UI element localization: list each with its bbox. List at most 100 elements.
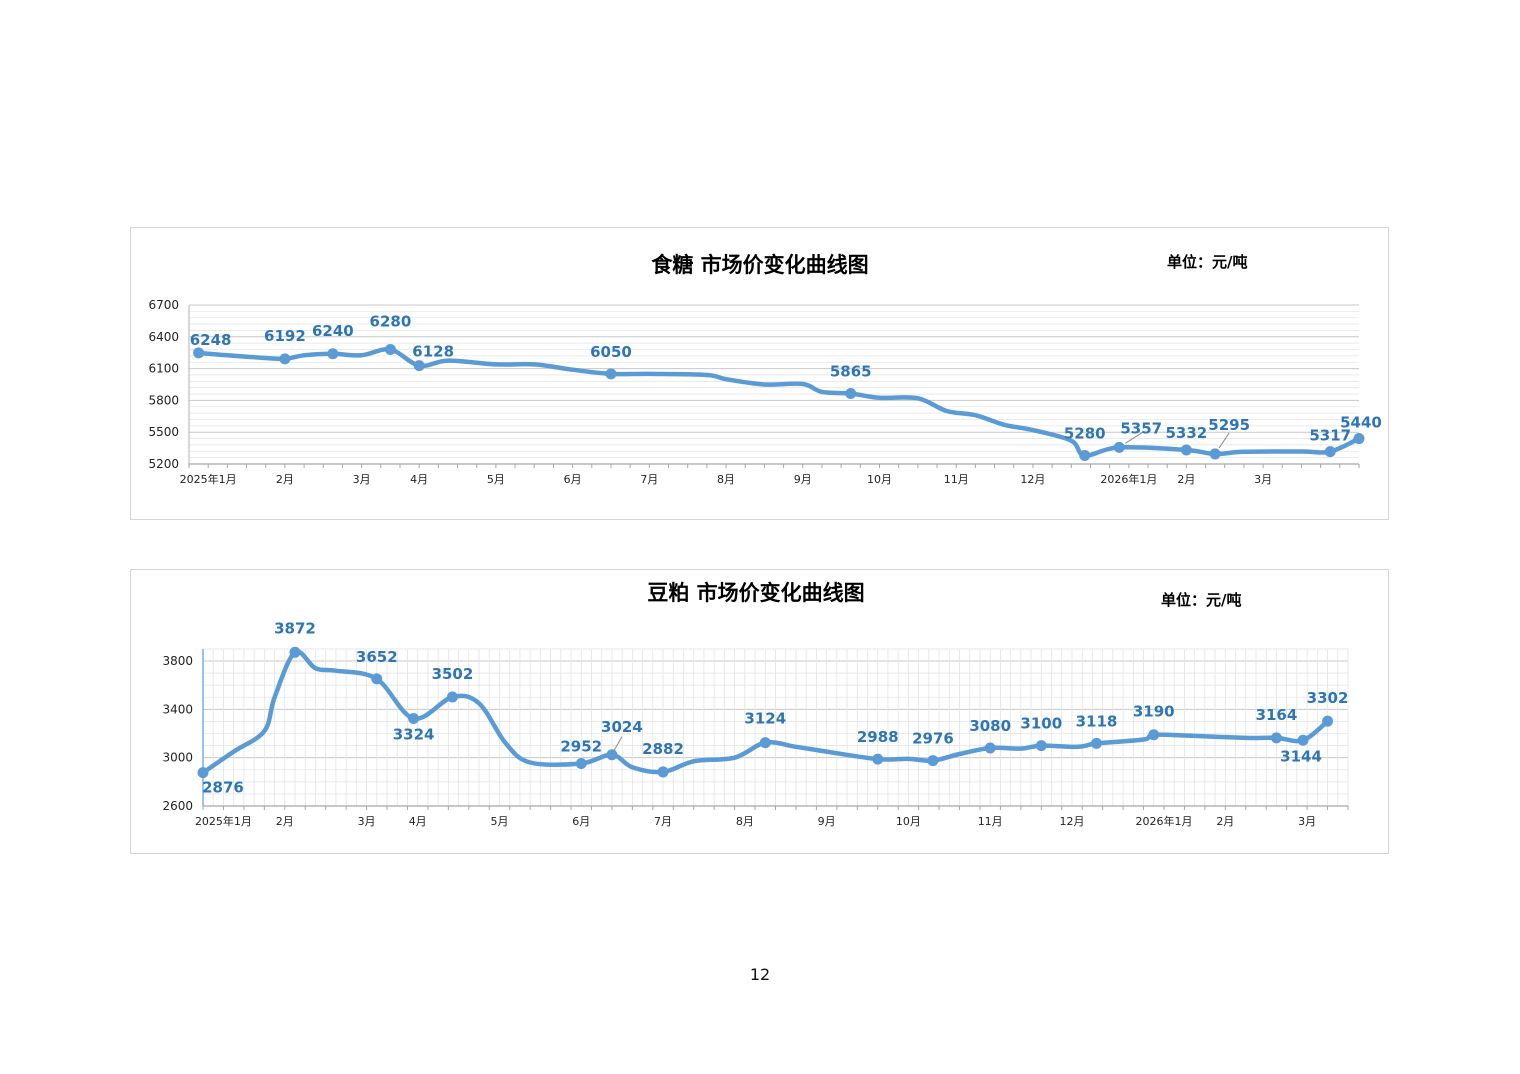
sugar-x-tick-label: 8月: [717, 473, 735, 486]
sugar-data-label: 5440: [1340, 414, 1382, 432]
meal-data-point: [1091, 737, 1103, 749]
meal-x-tick-label: 8月: [736, 815, 754, 828]
meal-x-tick-label: 10月: [896, 815, 921, 828]
meal-data-point: [1322, 715, 1334, 727]
meal-y-tick-label: 3800: [162, 654, 193, 668]
meal-data-point: [927, 755, 939, 767]
meal-data-label: 2952: [560, 737, 602, 755]
meal-data-point: [371, 673, 383, 685]
meal-data-point: [872, 753, 884, 765]
sugar-y-tick-label: 6700: [148, 298, 179, 312]
sugar-data-label: 6192: [264, 327, 306, 345]
sugar-data-point: [1113, 441, 1125, 453]
sugar-chart-title: 食糖 市场价变化曲线图: [651, 253, 868, 277]
meal-x-tick-label: 4月: [409, 815, 427, 828]
sugar-data-label: 5295: [1208, 416, 1250, 434]
meal-data-point: [657, 766, 669, 778]
sugar-data-point: [1324, 446, 1336, 458]
meal-data-point: [1297, 734, 1309, 746]
meal-chart-unit: 单位：元/吨: [1161, 591, 1241, 609]
meal-data-label: 2988: [857, 728, 899, 746]
sugar-data-point: [384, 344, 396, 356]
sugar-x-tick-label: 5月: [487, 473, 505, 486]
sugar-data-point: [1353, 433, 1365, 445]
sugar-data-point: [845, 388, 857, 400]
sugar-data-point: [1079, 450, 1091, 462]
meal-data-point: [446, 691, 458, 703]
meal-data-label: 3080: [969, 717, 1011, 735]
sugar-y-tick-label: 5800: [148, 393, 179, 407]
sugar-x-tick-label: 3月: [353, 473, 371, 486]
meal-x-tick-label: 3月: [1298, 815, 1316, 828]
sugar-data-point: [605, 368, 617, 380]
sugar-x-tick-label: 3月: [1254, 473, 1272, 486]
sugar-x-tick-label: 2月: [276, 473, 294, 486]
sugar-data-label: 6280: [370, 313, 412, 331]
meal-data-label: 3100: [1020, 715, 1062, 733]
sugar-data-label: 5317: [1309, 427, 1351, 445]
meal-y-tick-label: 2600: [162, 799, 193, 813]
meal-x-tick-label: 2月: [276, 815, 294, 828]
meal-data-label: 3190: [1133, 703, 1175, 721]
sugar-series-line: [196, 346, 1362, 458]
sugar-x-tick-label: 9月: [794, 473, 812, 486]
sugar-data-label: 5865: [830, 363, 872, 381]
sugar-x-tick-label: 2025年1月: [180, 472, 237, 486]
sugar-data-label: 6050: [590, 343, 632, 361]
sugar-data-point: [1180, 444, 1192, 456]
meal-x-tick-label: 2025年1月: [195, 814, 252, 828]
meal-data-label: 2876: [202, 779, 244, 797]
sugar-leader-line: [1218, 432, 1230, 449]
meal-data-label: 3502: [432, 665, 474, 683]
sugar-data-point: [279, 353, 291, 365]
sugar-data-label: 5357: [1120, 419, 1162, 437]
meal-plot-area: 2600 3000 3400 3800 2025年1月 2月 3月 4月 5月 6月 7月 8月 9月 1…: [162, 619, 1349, 828]
sugar-x-tick-label: 11月: [944, 473, 969, 486]
sugar-y-tick-label: 6100: [148, 362, 179, 376]
meal-leader-line: [613, 736, 623, 752]
meal-data-point: [759, 737, 771, 749]
sugar-data-label: 5280: [1064, 425, 1106, 443]
sugar-y-tick-label: 5200: [148, 457, 179, 471]
sugar-data-point: [413, 360, 425, 372]
meal-data-point: [575, 757, 587, 769]
sugar-x-tick-label: 2026年1月: [1100, 472, 1157, 486]
sugar-chart-canvas: 食糖 市场价变化曲线图 单位：元/吨 5200 5500 5800 6100 6400 6…: [148, 253, 1382, 486]
meal-x-tick-label: 2月: [1216, 815, 1234, 828]
meal-x-tick-label: 9月: [818, 815, 836, 828]
sugar-data-label: 6240: [312, 322, 354, 340]
meal-data-label: 3118: [1076, 712, 1118, 730]
sugar-x-tick-label: 4月: [410, 473, 428, 486]
meal-data-label: 3164: [1256, 706, 1298, 724]
sugar-x-tick-label: 2月: [1177, 473, 1195, 486]
sugar-x-tick-label: 7月: [640, 473, 658, 486]
meal-y-tick-label: 3400: [162, 702, 193, 716]
sugar-y-tick-label: 5500: [148, 425, 179, 439]
sugar-data-label: 6128: [412, 343, 454, 361]
meal-data-label: 3302: [1307, 689, 1349, 707]
meal-series-line: [200, 649, 1330, 775]
meal-data-label: 3124: [744, 710, 786, 728]
sugar-x-tick-label: 6月: [564, 473, 582, 486]
sugar-leader-line: [1124, 430, 1145, 444]
meal-data-point: [1148, 729, 1160, 741]
meal-y-tick-label: 3000: [162, 751, 193, 765]
meal-data-label: 3144: [1280, 747, 1322, 765]
sugar-data-point: [193, 347, 205, 359]
meal-data-label: 3024: [601, 718, 643, 736]
meal-x-tick-label: 2026年1月: [1135, 814, 1192, 828]
meal-data-label: 3324: [393, 726, 435, 744]
meal-data-point: [197, 767, 209, 779]
sugar-x-tick-label: 10月: [867, 473, 892, 486]
meal-data-point: [1270, 732, 1282, 744]
meal-data-label: 2882: [642, 740, 684, 758]
sugar-price-chart: 食糖 市场价变化曲线图 单位：元/吨 5200 5500 5800 6100 6400 6…: [130, 227, 1389, 520]
meal-data-label: 2976: [912, 730, 954, 748]
meal-data-point: [606, 749, 618, 761]
meal-data-point: [408, 713, 420, 725]
meal-x-tick-label: 3月: [358, 815, 376, 828]
meal-x-tick-label: 6月: [572, 815, 590, 828]
meal-data-point: [1035, 740, 1047, 752]
sugar-data-point: [327, 348, 339, 360]
meal-data-label: 3872: [274, 619, 316, 637]
